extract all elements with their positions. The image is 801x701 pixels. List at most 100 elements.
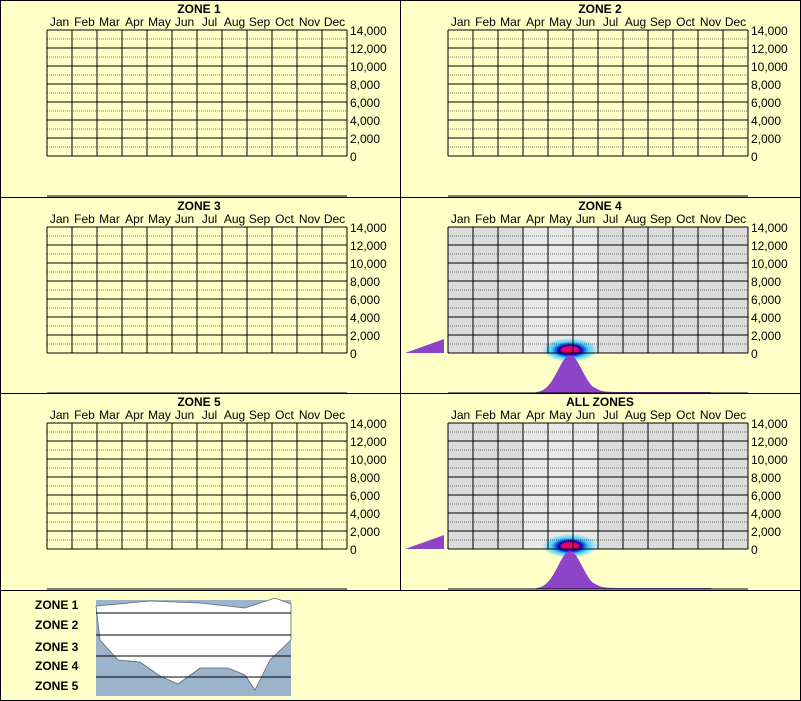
month-label: Jan — [50, 15, 69, 29]
month-label: Jul — [202, 212, 217, 226]
map-land — [95, 597, 292, 691]
month-label: Feb — [74, 408, 95, 422]
month-label: Sep — [249, 212, 271, 226]
month-label: Jul — [603, 212, 618, 226]
y-tick-label: 8,000 — [751, 78, 781, 92]
y-tick-label: 4,000 — [751, 507, 781, 521]
y-tick-label: 4,000 — [751, 311, 781, 325]
chart-panel: ZONE 5 Jan Feb Mar Apr May Jun Jul Aug Sep Oct Nov D… — [46, 395, 387, 590]
month-label: Jun — [175, 212, 194, 226]
month-label: Dec — [324, 15, 345, 29]
month-label: Mar — [99, 212, 120, 226]
zone-legend-label: ZONE 4 — [35, 659, 79, 673]
month-label: Oct — [676, 408, 695, 422]
y-tick-label: 6,000 — [350, 96, 380, 110]
chart-panel: ALL ZONES Jan Feb Mar Apr May Jun Jul Aug Sep Oct N… — [405, 395, 788, 590]
month-label: Nov — [299, 212, 320, 226]
month-label: Mar — [500, 15, 521, 29]
month-label: Sep — [650, 408, 672, 422]
y-tick-label: 2,000 — [751, 132, 781, 146]
month-label: Aug — [224, 212, 245, 226]
chart-title: ALL ZONES — [566, 395, 634, 409]
month-label: May — [148, 212, 171, 226]
y-tick-label: 10,000 — [350, 257, 387, 271]
zone-legend-label: ZONE 1 — [35, 598, 79, 612]
y-tick-label: 12,000 — [350, 239, 387, 253]
chart-title: ZONE 2 — [578, 2, 622, 16]
y-tick-label: 8,000 — [350, 78, 380, 92]
month-label: May — [549, 212, 572, 226]
month-label: Jan — [50, 212, 69, 226]
y-tick-label: 4,000 — [751, 114, 781, 128]
month-label: Mar — [99, 15, 120, 29]
zone-map — [95, 597, 292, 696]
y-tick-label: 8,000 — [350, 275, 380, 289]
elevation-profile — [405, 339, 444, 353]
elevation-profile — [405, 535, 444, 549]
y-tick-label: 0 — [751, 150, 758, 164]
y-tick-label: 2,000 — [350, 132, 380, 146]
y-tick-label: 10,000 — [751, 60, 788, 74]
month-distribution — [448, 551, 748, 589]
month-label: Nov — [700, 212, 721, 226]
y-tick-label: 10,000 — [751, 257, 788, 271]
month-label: Nov — [700, 15, 721, 29]
y-tick-label: 10,000 — [751, 453, 788, 467]
y-tick-label: 0 — [350, 543, 357, 557]
month-label: Jul — [603, 408, 618, 422]
month-label: Apr — [526, 408, 545, 422]
y-tick-label: 12,000 — [350, 42, 387, 56]
month-label: Aug — [625, 408, 646, 422]
month-label: Jun — [175, 15, 194, 29]
month-label: Jan — [451, 212, 470, 226]
month-label: Aug — [224, 408, 245, 422]
zone-legend-label: ZONE 5 — [35, 679, 79, 693]
y-tick-label: 2,000 — [751, 329, 781, 343]
month-label: Jun — [576, 212, 595, 226]
month-label: Feb — [475, 212, 496, 226]
zone-legend-label: ZONE 3 — [35, 640, 79, 654]
month-label: Jun — [576, 15, 595, 29]
month-label: Apr — [526, 15, 545, 29]
month-label: Jan — [451, 408, 470, 422]
zone-legend-label: ZONE 2 — [35, 618, 79, 632]
month-label: Sep — [650, 212, 672, 226]
month-label: Nov — [299, 408, 320, 422]
month-label: Feb — [475, 408, 496, 422]
month-label: May — [549, 15, 572, 29]
y-tick-label: 6,000 — [350, 489, 380, 503]
y-tick-label: 10,000 — [350, 453, 387, 467]
month-label: Mar — [99, 408, 120, 422]
y-tick-label: 10,000 — [350, 60, 387, 74]
chart-panel: ZONE 2 Jan Feb Mar Apr May Jun Jul Aug Sep Oct Nov D… — [447, 2, 788, 197]
month-distribution — [448, 355, 748, 393]
y-tick-label: 6,000 — [350, 293, 380, 307]
y-tick-label: 14,000 — [350, 24, 387, 38]
month-label: Oct — [676, 15, 695, 29]
y-tick-label: 2,000 — [350, 329, 380, 343]
month-label: Nov — [700, 408, 721, 422]
month-label: Sep — [249, 408, 271, 422]
month-label: May — [148, 408, 171, 422]
month-label: Sep — [650, 15, 672, 29]
y-tick-label: 12,000 — [751, 239, 788, 253]
y-tick-label: 8,000 — [751, 275, 781, 289]
month-label: Dec — [324, 408, 345, 422]
month-label: Dec — [725, 212, 746, 226]
month-label: Apr — [125, 15, 144, 29]
chart-title: ZONE 4 — [578, 199, 622, 213]
month-label: May — [148, 15, 171, 29]
active-month-shade — [523, 423, 548, 549]
month-label: Oct — [275, 15, 294, 29]
month-label: Oct — [676, 212, 695, 226]
month-label: Jul — [603, 15, 618, 29]
month-label: Jun — [175, 408, 194, 422]
month-label: Aug — [625, 212, 646, 226]
active-month-shade — [573, 227, 598, 353]
y-tick-label: 14,000 — [350, 221, 387, 235]
y-tick-label: 4,000 — [350, 311, 380, 325]
chart-title: ZONE 1 — [177, 2, 221, 16]
y-tick-label: 14,000 — [751, 417, 788, 431]
y-tick-label: 14,000 — [751, 221, 788, 235]
